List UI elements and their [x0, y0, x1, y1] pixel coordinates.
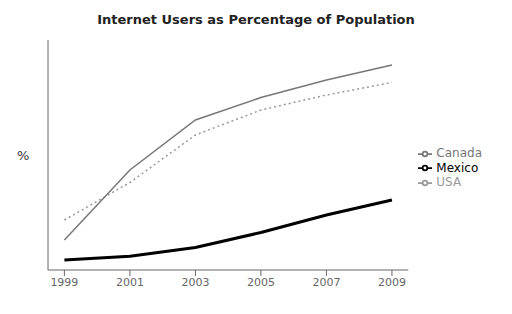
html-text:Canada: Canada — [436, 146, 482, 161]
html-text:Internet Users as Percentage o: Internet Users as Percentage of Populati… — [97, 12, 415, 27]
html-text:USA: USA — [436, 175, 462, 190]
svg-text:2005: 2005 — [247, 276, 275, 289]
html-text:Mexico: Mexico — [436, 160, 479, 175]
svg-text:2001: 2001 — [116, 276, 144, 289]
svg-text:2007: 2007 — [312, 276, 340, 289]
svg-text:1999: 1999 — [50, 276, 78, 289]
svg-text:2003: 2003 — [181, 276, 209, 289]
svg-text:%: % — [17, 148, 29, 163]
svg-text:2009: 2009 — [378, 276, 406, 289]
